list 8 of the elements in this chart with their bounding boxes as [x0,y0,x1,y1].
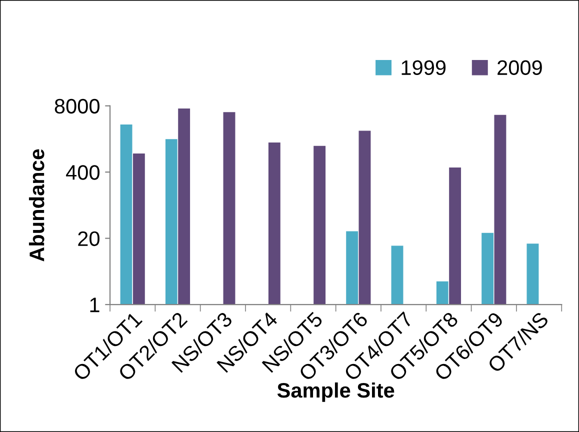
y-tick-label: 20 [78,231,100,246]
y-tick-label: 400 [66,165,100,180]
legend-label: 1999 [402,60,446,76]
y-tick-label: 1 [90,298,100,312]
y-axis-title: Abundance [28,149,44,262]
x-axis-title: Sample Site [277,382,394,402]
legend-label: 2009 [498,60,542,76]
y-tick-label: 8000 [54,98,100,114]
